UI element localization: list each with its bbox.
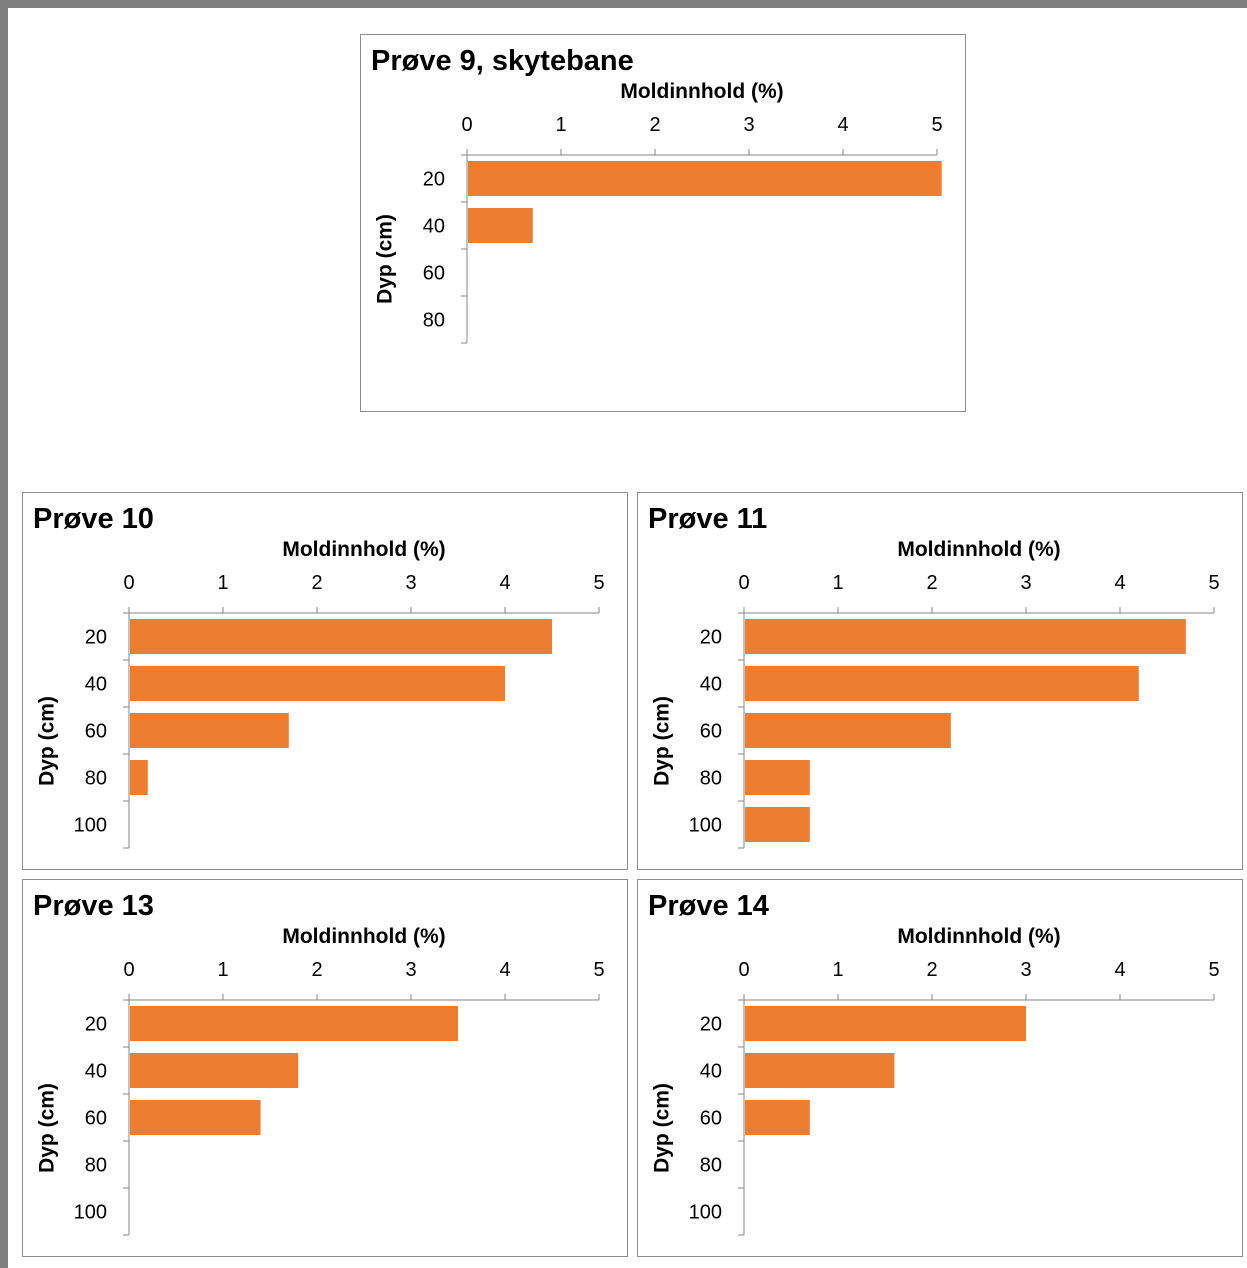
bar <box>130 619 552 654</box>
x-tick-label: 1 <box>832 959 843 981</box>
y-tick-label: 40 <box>85 674 107 696</box>
chart-title: Prøve 10 <box>33 503 154 535</box>
plot-area: 0 1 2 3 4 5 20 40 60 80 100 <box>689 572 1220 849</box>
x-tick-label: 2 <box>926 959 937 981</box>
chart-title: Prøve 9, skytebane <box>371 45 634 77</box>
bar <box>130 1100 261 1135</box>
x-tick-label: 4 <box>1114 572 1125 594</box>
x-tick-label: 3 <box>1020 572 1031 594</box>
x-tick-label: 2 <box>926 572 937 594</box>
bar <box>745 666 1139 701</box>
bar <box>468 208 533 243</box>
bar <box>745 713 951 748</box>
y-tick-label: 60 <box>85 721 107 743</box>
x-tick-label: 4 <box>1114 959 1125 981</box>
plot-area: 0 1 2 3 4 5 20 40 60 80 100 <box>74 572 605 849</box>
x-tick-label: 2 <box>649 114 660 136</box>
plot-area: 0 1 2 3 4 5 20 40 60 80 100 <box>689 959 1220 1236</box>
x-axis-label: Moldinnhold (%) <box>282 538 446 561</box>
bar <box>130 713 289 748</box>
x-axis-label: Moldinnhold (%) <box>620 80 784 103</box>
y-tick-label: 100 <box>689 815 722 837</box>
x-tick-label: 4 <box>499 572 510 594</box>
chart-title: Prøve 13 <box>33 890 154 922</box>
x-tick-label: 0 <box>461 114 472 136</box>
y-tick-label: 80 <box>700 768 722 790</box>
chart-prove-9: Prøve 9, skytebane Moldinnhold (%) Dyp (… <box>360 34 966 412</box>
y-tick-label: 60 <box>423 263 445 285</box>
y-tick-label: 40 <box>700 674 722 696</box>
x-axis-label: Moldinnhold (%) <box>897 538 1061 561</box>
bar <box>745 619 1186 654</box>
x-tick-label: 3 <box>743 114 754 136</box>
y-tick-label: 60 <box>85 1108 107 1130</box>
x-tick-label: 2 <box>311 959 322 981</box>
x-tick-label: 5 <box>593 959 604 981</box>
x-tick-label: 4 <box>499 959 510 981</box>
x-axis-label: Moldinnhold (%) <box>897 925 1061 948</box>
x-tick-label: 3 <box>405 572 416 594</box>
x-axis-label: Moldinnhold (%) <box>282 925 446 948</box>
plot-area: 0 1 2 3 4 5 20 40 60 80 100 <box>74 959 605 1236</box>
bar <box>745 1100 810 1135</box>
x-tick-label: 3 <box>1020 959 1031 981</box>
y-tick-label: 100 <box>74 1202 107 1224</box>
x-tick-label: 1 <box>217 959 228 981</box>
x-tick-label: 0 <box>123 572 134 594</box>
y-tick-label: 100 <box>74 815 107 837</box>
y-tick-label: 80 <box>700 1155 722 1177</box>
x-tick-label: 5 <box>1208 959 1219 981</box>
bar <box>130 1053 299 1088</box>
bar <box>468 161 942 196</box>
y-tick-label: 40 <box>700 1061 722 1083</box>
y-tick-label: 20 <box>700 627 722 649</box>
y-tick-label: 60 <box>700 1108 722 1130</box>
y-tick-label: 20 <box>423 169 445 191</box>
bar <box>745 760 810 795</box>
y-tick-label: 20 <box>85 1014 107 1036</box>
plot-area: 0 1 2 3 4 5 20 40 60 80 <box>423 114 943 344</box>
x-tick-label: 0 <box>123 959 134 981</box>
bar <box>745 807 810 842</box>
x-tick-label: 1 <box>217 572 228 594</box>
chart-title: Prøve 11 <box>648 503 768 535</box>
bar <box>130 760 148 795</box>
x-tick-label: 2 <box>311 572 322 594</box>
y-tick-label: 40 <box>423 216 445 238</box>
x-tick-label: 0 <box>738 572 749 594</box>
y-tick-label: 20 <box>700 1014 722 1036</box>
x-tick-label: 3 <box>405 959 416 981</box>
y-tick-label: 20 <box>85 627 107 649</box>
x-tick-label: 1 <box>555 114 566 136</box>
x-tick-label: 1 <box>832 572 843 594</box>
chart-title: Prøve 14 <box>648 890 769 922</box>
bar <box>745 1053 895 1088</box>
y-tick-label: 80 <box>85 1155 107 1177</box>
y-tick-label: 60 <box>700 721 722 743</box>
y-tick-label: 80 <box>423 310 445 332</box>
x-tick-label: 5 <box>593 572 604 594</box>
bar <box>130 1006 458 1041</box>
x-tick-label: 0 <box>738 959 749 981</box>
y-tick-label: 100 <box>689 1202 722 1224</box>
y-tick-label: 80 <box>85 768 107 790</box>
bar <box>745 1006 1026 1041</box>
x-tick-label: 4 <box>837 114 848 136</box>
y-tick-label: 40 <box>85 1061 107 1083</box>
x-tick-label: 5 <box>1208 572 1219 594</box>
bar <box>130 666 505 701</box>
x-tick-label: 5 <box>931 114 942 136</box>
